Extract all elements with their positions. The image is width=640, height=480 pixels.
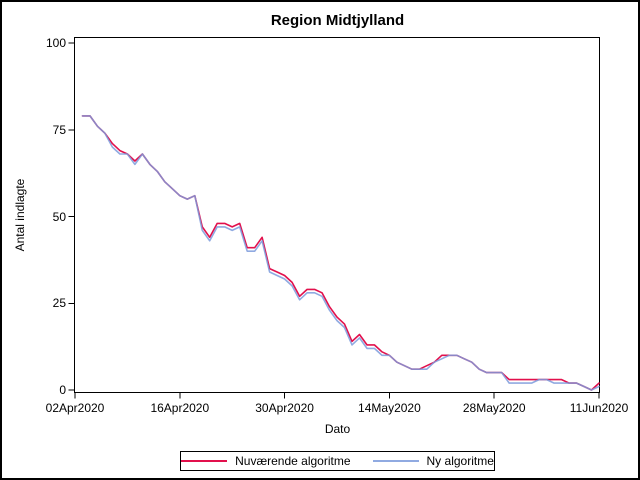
series-line-new-algorithm <box>81 115 600 391</box>
legend-item-new-algorithm: Ny algoritme <box>372 454 494 468</box>
y-tick-label: 75 <box>52 122 66 137</box>
current-algorithm-line-swatch <box>181 460 228 462</box>
x-tick-label: 14May2020 <box>358 401 421 415</box>
x-tick-label: 16Apr2020 <box>150 401 210 415</box>
new-algorithm-line-swatch <box>372 460 419 462</box>
x-tick-label: 02Apr2020 <box>45 401 105 415</box>
y-tick-label: 100 <box>45 36 66 50</box>
legend-label-current-algorithm: Nuværende algoritme <box>235 454 351 468</box>
legend-item-current-algorithm: Nuværende algoritme <box>181 454 351 468</box>
plot-frame <box>74 37 600 393</box>
x-tick-label: 30Apr2020 <box>255 401 314 415</box>
x-axis-title: Dato <box>324 422 351 436</box>
chart-title: Region Midtjylland <box>270 12 405 29</box>
axis-tick-marks <box>68 42 600 399</box>
legend-box: Nuværende algoritme Ny algoritme <box>180 451 495 471</box>
x-tick-label: 28May2020 <box>462 401 526 415</box>
legend-label-new-algorithm: Ny algoritme <box>426 454 494 468</box>
y-tick-label: 50 <box>52 209 66 224</box>
y-axis-title: Antal indlagte <box>13 178 27 252</box>
y-tick-label: 25 <box>52 296 66 311</box>
x-tick-label: 11Jun2020 <box>569 401 629 415</box>
y-tick-label: 0 <box>59 383 66 397</box>
series-line-current-algorithm <box>81 115 600 391</box>
